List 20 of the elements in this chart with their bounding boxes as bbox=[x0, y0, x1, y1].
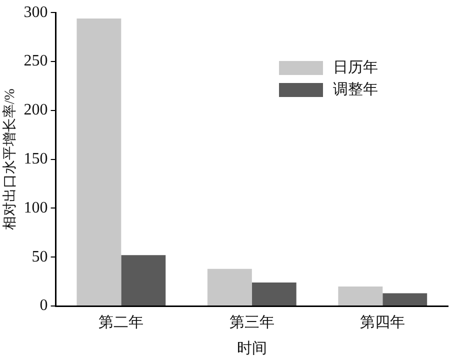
y-axis-title: 相对出口水平增长率/% bbox=[2, 88, 18, 230]
bar bbox=[76, 18, 122, 306]
x-axis-title: 时间 bbox=[236, 340, 267, 357]
bar bbox=[338, 286, 383, 306]
x-tick-label: 第二年 bbox=[98, 314, 144, 331]
bar bbox=[382, 293, 428, 306]
y-tick-label: 300 bbox=[24, 4, 48, 21]
y-tick-label: 100 bbox=[24, 199, 48, 216]
legend-label: 日历年 bbox=[333, 58, 378, 78]
bar bbox=[252, 282, 296, 306]
bar bbox=[207, 268, 252, 306]
y-tick-label: 200 bbox=[24, 102, 48, 119]
legend-label: 调整年 bbox=[333, 80, 378, 100]
y-tick-label: 150 bbox=[24, 150, 48, 168]
x-tick-label: 第四年 bbox=[360, 314, 406, 331]
x-tick-label: 第三年 bbox=[229, 314, 274, 331]
y-tick-label: 50 bbox=[32, 248, 48, 266]
bar bbox=[121, 255, 166, 306]
y-tick-label: 250 bbox=[24, 52, 48, 70]
y-tick-label: 0 bbox=[40, 297, 48, 314]
